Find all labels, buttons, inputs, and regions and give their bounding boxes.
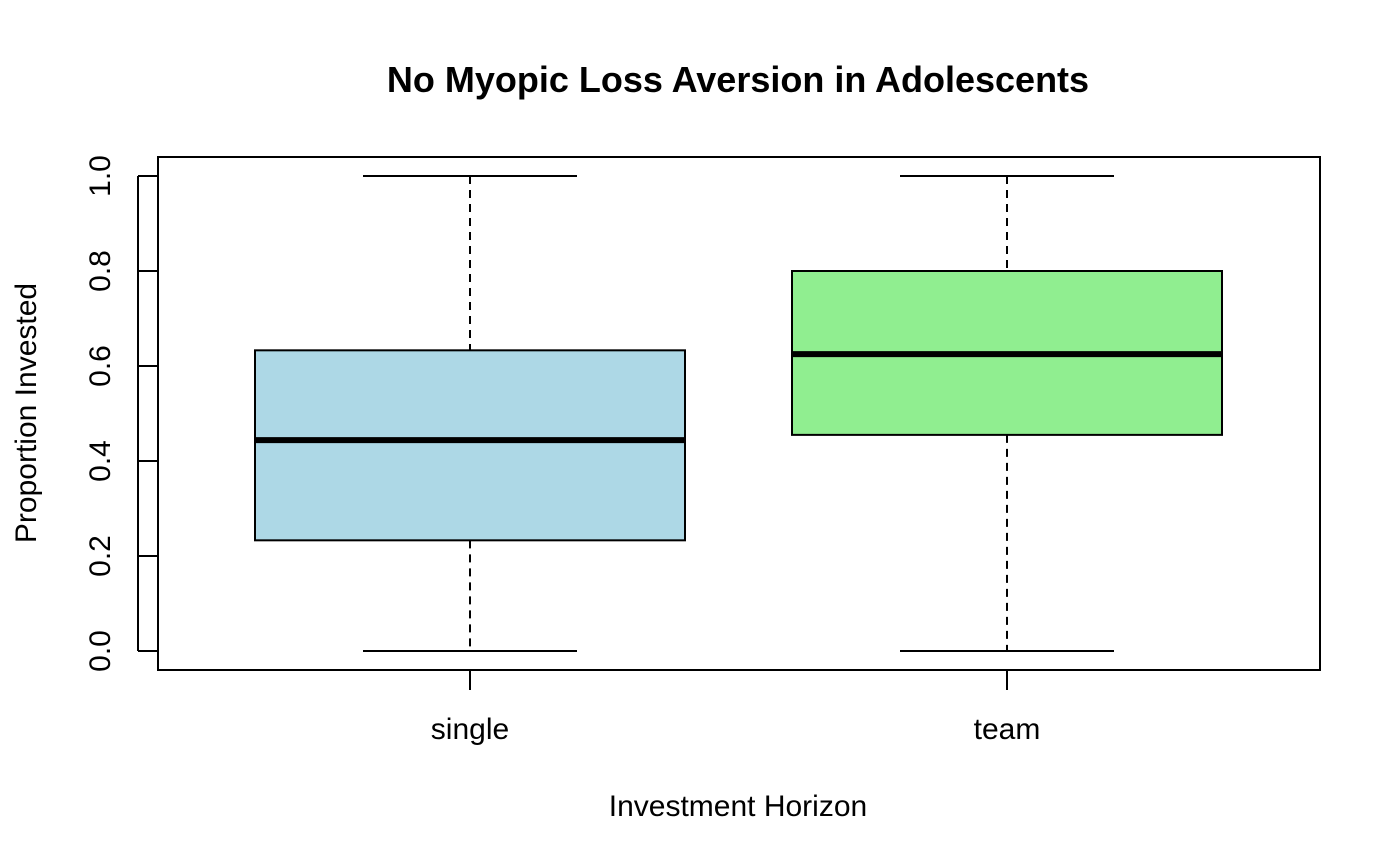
boxes [254, 175, 1223, 652]
y-axis: 0.0 0.2 0.4 0.6 0.8 1.0 [84, 155, 158, 672]
x-tick-label: single [431, 713, 509, 746]
chart-title: No Myopic Loss Aversion in Adolescents [387, 59, 1089, 100]
box-single [254, 175, 686, 652]
x-tick-label: team [974, 713, 1041, 746]
box-team [791, 175, 1223, 652]
x-axis-title: Investment Horizon [609, 790, 867, 823]
iqr-box [254, 349, 686, 542]
y-tick-label: 0.6 [84, 345, 117, 387]
y-tick-label: 0.2 [84, 535, 117, 577]
plot-frame [157, 156, 1321, 671]
y-tick-label: 0.8 [84, 250, 117, 292]
y-tick-label: 0.4 [84, 440, 117, 482]
y-tick-label: 1.0 [84, 155, 117, 197]
y-tick-label: 0.0 [84, 630, 117, 672]
y-axis-title: Proportion Invested [10, 283, 43, 543]
x-axis: single team [431, 670, 1041, 746]
